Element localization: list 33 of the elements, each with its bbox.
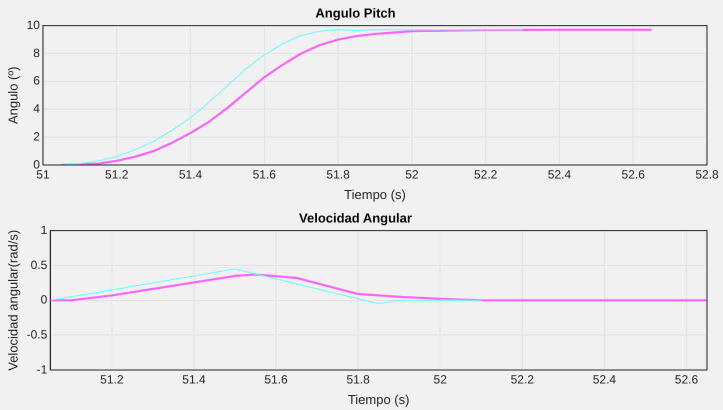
y-tick-label: 0 <box>40 292 48 307</box>
x-tick-label: 52.6 <box>622 168 646 182</box>
x-tick-label: 52 <box>434 372 448 387</box>
x-axis-title: Tiempo (s) <box>344 186 406 202</box>
x-tick-label: 52 <box>405 168 419 182</box>
y-axis-title: Velocidad angular(rad/s) <box>5 230 20 371</box>
y-tick-label: 4 <box>33 102 40 116</box>
x-tick-label: 52.6 <box>674 372 698 387</box>
x-tick-label: 51.6 <box>264 372 288 387</box>
y-tick-label: 1 <box>40 222 48 237</box>
x-tick-label: 51.4 <box>178 168 203 182</box>
y-tick-label: -0.5 <box>26 327 48 342</box>
x-tick-label: 52.2 <box>510 372 534 387</box>
y-tick-label: 0.5 <box>30 258 48 272</box>
y-axis-title: Angulo (º) <box>5 66 20 124</box>
x-tick-label: 52.4 <box>548 168 572 182</box>
x-tick-label: 51.2 <box>105 168 129 182</box>
x-tick-label: 52.4 <box>592 372 616 387</box>
y-tick-label: 10 <box>26 18 40 32</box>
chart-title: Angulo Pitch <box>315 5 396 20</box>
y-tick-label: -1 <box>36 362 48 376</box>
x-tick-label: 51.4 <box>182 372 206 387</box>
x-tick-label: 51.6 <box>252 168 276 182</box>
y-tick-label: 8 <box>33 46 40 60</box>
x-tick-label: 51.2 <box>100 372 124 387</box>
y-tick-label: 6 <box>33 74 40 88</box>
x-tick-label: 51.8 <box>326 168 350 182</box>
y-tick-label: 2 <box>33 129 40 144</box>
x-tick-label: 52.8 <box>695 168 719 182</box>
x-tick-label: 52.2 <box>474 168 498 182</box>
x-tick-label: 51.8 <box>346 372 370 387</box>
chart-title: Velocidad Angular <box>299 210 412 226</box>
x-axis-title: Tiempo (s) <box>348 392 410 407</box>
